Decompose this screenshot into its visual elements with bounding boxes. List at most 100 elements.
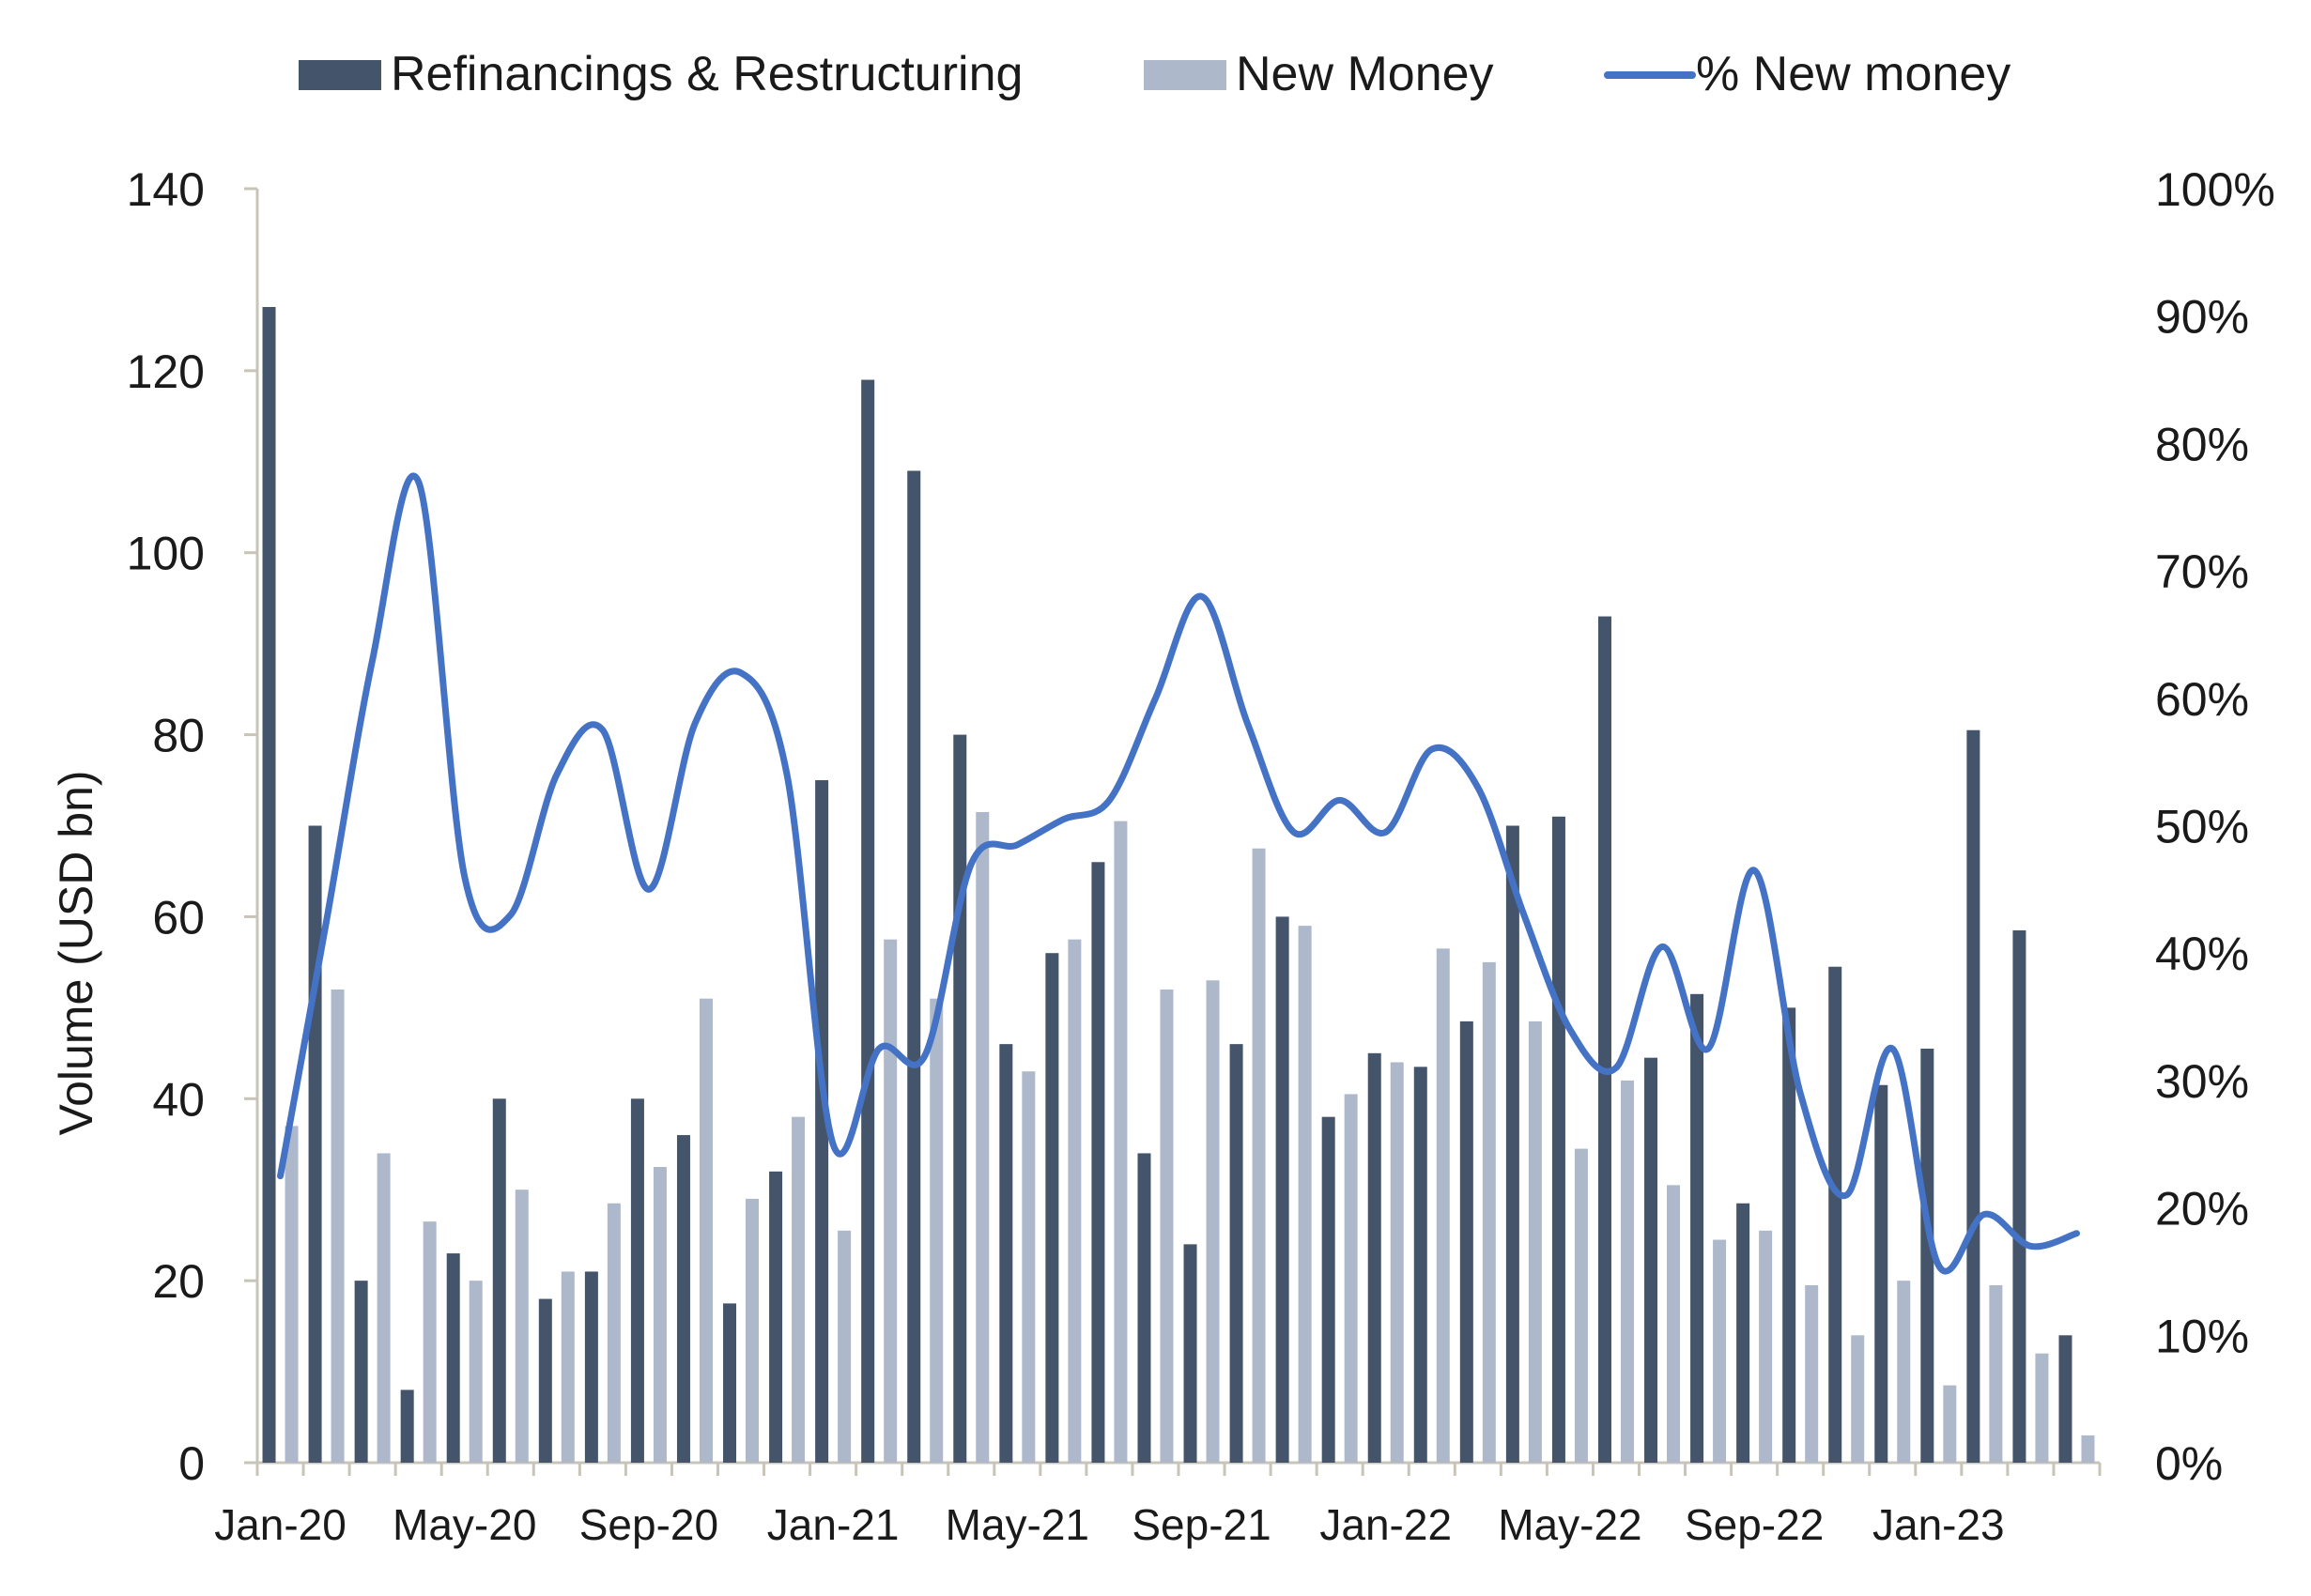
bar-refinancings bbox=[1782, 1007, 1796, 1463]
bar-new-money bbox=[1114, 821, 1128, 1463]
x-tick-label: Jan-20 bbox=[214, 1500, 347, 1549]
bar-new-money bbox=[1344, 1094, 1358, 1463]
bar-refinancings bbox=[1644, 1057, 1658, 1463]
bar-refinancings bbox=[2058, 1335, 2072, 1463]
bar-refinancings bbox=[1736, 1203, 1750, 1463]
y2-tick-label: 0% bbox=[2155, 1437, 2223, 1490]
bar-new-money bbox=[1160, 989, 1174, 1463]
bar-new-money bbox=[1298, 926, 1312, 1463]
y-tick-label: 140 bbox=[127, 163, 205, 216]
bar-refinancings bbox=[861, 379, 875, 1463]
bar-new-money bbox=[653, 1166, 667, 1463]
bar-refinancings bbox=[1551, 816, 1565, 1463]
bar-refinancings bbox=[769, 1171, 783, 1463]
bar-refinancings bbox=[1874, 1084, 1888, 1463]
y-tick-label: 0 bbox=[178, 1437, 205, 1490]
y2-tick-label: 50% bbox=[2155, 801, 2249, 853]
legend-label-new-money: New Money bbox=[1236, 47, 1494, 101]
bar-refinancings bbox=[1091, 862, 1105, 1463]
axes: 0 20 40 60 80 100 120 140 0% 10% 20% 30% 40% 50% 60% 70… bbox=[127, 163, 2275, 1549]
y2-tick-label: 60% bbox=[2155, 673, 2249, 726]
bar-new-money bbox=[2081, 1435, 2095, 1463]
x-tick-label: Sep-22 bbox=[1685, 1500, 1824, 1549]
bar-refinancings bbox=[999, 1044, 1013, 1463]
bar-new-money bbox=[1436, 948, 1450, 1463]
bar-new-money bbox=[1252, 848, 1266, 1463]
bar-refinancings bbox=[1828, 966, 1842, 1463]
bar-new-money bbox=[884, 939, 898, 1463]
bar-refinancings bbox=[354, 1281, 368, 1463]
bar-new-money bbox=[1759, 1230, 1773, 1463]
y2-tick-label: 30% bbox=[2155, 1055, 2249, 1108]
y2-tick-label: 40% bbox=[2155, 928, 2249, 980]
y-tick-label: 120 bbox=[127, 345, 205, 398]
bar-new-money bbox=[1713, 1239, 1727, 1463]
bar-refinancings bbox=[676, 1135, 690, 1463]
bar-refinancings bbox=[953, 734, 967, 1463]
y2-tick-label: 10% bbox=[2155, 1310, 2249, 1362]
bar-new-money bbox=[469, 1281, 483, 1463]
bar-refinancings bbox=[1229, 1044, 1243, 1463]
bar-new-money bbox=[1022, 1071, 1036, 1463]
bar-refinancings bbox=[446, 1253, 460, 1463]
lines bbox=[277, 472, 2080, 1275]
bar-refinancings bbox=[815, 780, 829, 1463]
bar-refinancings bbox=[1920, 1048, 1934, 1463]
bar-new-money bbox=[976, 811, 990, 1463]
bar-refinancings bbox=[1137, 1153, 1151, 1463]
y2-tick-label: 20% bbox=[2155, 1183, 2249, 1235]
bar-refinancings bbox=[907, 470, 921, 1464]
y-axis-label: Volume (USD bn) bbox=[50, 770, 102, 1135]
x-tick-label: Sep-21 bbox=[1132, 1500, 1271, 1549]
bar-refinancings bbox=[1597, 616, 1611, 1463]
bar-refinancings bbox=[1459, 1021, 1473, 1463]
x-tick-label: Jan-22 bbox=[1319, 1500, 1452, 1549]
bar-new-money bbox=[1620, 1080, 1634, 1463]
bar-new-money bbox=[423, 1221, 437, 1463]
y-tick-label: 20 bbox=[152, 1255, 205, 1308]
bar-refinancings bbox=[1321, 1116, 1335, 1463]
y-tick-label: 100 bbox=[127, 528, 205, 580]
bar-refinancings bbox=[538, 1298, 552, 1463]
y2-tick-label: 80% bbox=[2155, 418, 2249, 470]
bar-new-money bbox=[1897, 1281, 1911, 1463]
bar-new-money bbox=[1943, 1385, 1957, 1463]
bar-new-money bbox=[1068, 939, 1082, 1463]
x-tick-label: Sep-20 bbox=[579, 1500, 718, 1549]
bar-new-money bbox=[377, 1153, 391, 1463]
x-tick-label: May-22 bbox=[1498, 1500, 1641, 1549]
bar-refinancings bbox=[262, 307, 276, 1464]
y-tick-label: 80 bbox=[152, 710, 205, 762]
bar-refinancings bbox=[584, 1271, 598, 1463]
legend-label-pct-new-money: % New money bbox=[1696, 47, 2011, 101]
bar-refinancings bbox=[400, 1389, 414, 1463]
bar-new-money bbox=[1482, 961, 1496, 1463]
bar-new-money bbox=[1528, 1021, 1542, 1463]
bar-refinancings bbox=[492, 1098, 506, 1463]
bar-new-money bbox=[285, 1126, 299, 1463]
bar-refinancings bbox=[1413, 1067, 1427, 1463]
legend-swatch-new-money bbox=[1144, 60, 1226, 90]
bar-new-money bbox=[838, 1230, 852, 1463]
bar-refinancings bbox=[1690, 993, 1704, 1463]
bar-refinancings bbox=[630, 1098, 644, 1463]
x-tick-label: May-21 bbox=[946, 1500, 1089, 1549]
bar-refinancings bbox=[723, 1303, 737, 1463]
legend-label-refinancings: Refinancings & Restructuring bbox=[391, 47, 1023, 101]
bar-refinancings bbox=[1045, 953, 1059, 1463]
x-tick-label: Jan-21 bbox=[767, 1500, 900, 1549]
y2-tick-label: 100% bbox=[2155, 163, 2275, 216]
bar-new-money bbox=[1390, 1062, 1404, 1463]
x-tick-label: Jan-23 bbox=[1872, 1500, 2005, 1549]
y2-tick-label: 70% bbox=[2155, 545, 2249, 598]
bar-new-money bbox=[515, 1189, 529, 1463]
y2-tick-label: 90% bbox=[2155, 291, 2249, 344]
bar-new-money bbox=[930, 998, 944, 1463]
bar-refinancings bbox=[1505, 825, 1519, 1463]
bar-refinancings bbox=[1367, 1052, 1381, 1463]
bars bbox=[262, 307, 2095, 1464]
bar-refinancings bbox=[1183, 1244, 1197, 1463]
bar-refinancings bbox=[1966, 729, 1980, 1463]
y-tick-label: 40 bbox=[152, 1073, 205, 1126]
bar-new-money bbox=[792, 1116, 806, 1463]
